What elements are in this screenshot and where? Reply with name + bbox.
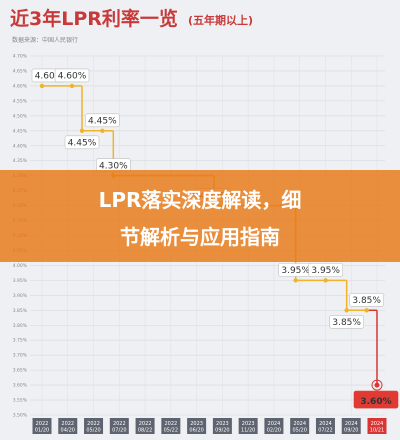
y-tick-label: 4.45% (13, 128, 28, 134)
x-label-box (135, 418, 155, 434)
y-tick-label: 4.60% (13, 83, 28, 89)
x-label-year: 2022 (36, 421, 49, 427)
y-tick-label: 3.75% (13, 338, 28, 344)
data-point (39, 83, 45, 89)
x-label-date: 07/22 (318, 428, 332, 434)
y-tick-label: 3.95% (13, 278, 28, 284)
y-tick-label: 4.35% (13, 158, 28, 164)
x-label-year: 2024 (371, 421, 384, 427)
chart-title: 近3年LPR利率一览 (10, 7, 178, 30)
x-label-box (58, 418, 78, 434)
x-label-year: 2023 (190, 421, 203, 427)
data-point (323, 278, 328, 283)
x-label-year: 2023 (216, 421, 229, 427)
data-label-box (64, 135, 100, 150)
x-label-date: 11/20 (241, 428, 255, 434)
y-tick-label: 4.65% (13, 68, 28, 74)
data-label-box (54, 68, 90, 83)
x-label-box (32, 418, 52, 434)
banner-line-1: LPR落实深度解读，细 (99, 188, 302, 212)
data-point (69, 83, 75, 89)
x-label-date: 01/20 (35, 428, 49, 434)
y-tick-label: 3.80% (13, 323, 28, 329)
x-label-year: 2024 (293, 421, 306, 427)
data-label-box (349, 292, 384, 307)
x-label-box (84, 418, 104, 434)
x-label-date: 10/21 (370, 428, 384, 434)
x-label-year: 2023 (242, 421, 255, 427)
x-label-year: 2022 (113, 421, 126, 427)
data-label-box (329, 314, 364, 329)
x-label-date: 04/20 (61, 428, 75, 434)
x-label-box (315, 418, 335, 434)
x-label-year: 2024 (345, 421, 358, 427)
data-label-box (308, 263, 343, 277)
banner-line-2: 节解析与应用指南 (120, 225, 280, 249)
data-label: 4.60% (35, 72, 64, 82)
y-tick-label: 3.90% (13, 293, 28, 299)
y-tick-label: 4.00% (13, 263, 28, 269)
x-label-box (264, 418, 284, 434)
data-point (100, 128, 105, 133)
y-tick-label: 3.50% (13, 413, 28, 419)
x-label-date: 05/22 (164, 428, 178, 434)
data-point (79, 128, 85, 133)
x-label-box (238, 418, 258, 434)
x-label-year: 2022 (139, 421, 152, 427)
x-label-date: 09/20 (344, 428, 358, 434)
x-label-date: 09/20 (215, 428, 229, 434)
x-label-year: 2024 (268, 421, 281, 427)
x-axis-labels: 202201/20202204/20202205/20202207/202022… (32, 418, 387, 434)
data-label: 3.95% (311, 266, 340, 276)
x-label-box (161, 418, 181, 434)
data-point (374, 382, 380, 388)
x-label-box (187, 418, 207, 434)
x-label-date: 06/20 (189, 428, 203, 434)
x-label-box (212, 418, 232, 434)
y-tick-label: 3.55% (13, 398, 28, 404)
data-label: 3.85% (332, 318, 361, 328)
x-label-date: 02/20 (267, 428, 281, 434)
data-label-box (353, 390, 399, 409)
data-label: 3.95% (281, 266, 310, 276)
x-label-date: 07/20 (112, 428, 126, 434)
chart-source: 数据来源：中国人民银行 (12, 36, 78, 44)
x-label-box (367, 418, 387, 434)
y-tick-label: 4.70% (13, 54, 28, 60)
x-label-date: 05/20 (86, 428, 100, 434)
y-tick-label: 4.40% (13, 143, 28, 149)
x-label-box (109, 418, 129, 434)
data-label: 4.45% (88, 116, 117, 126)
x-label-box (341, 418, 361, 434)
banner-overlay (0, 170, 400, 262)
data-point (344, 308, 349, 313)
y-tick-label: 3.85% (13, 308, 28, 314)
x-label-box (290, 418, 310, 434)
x-label-date: 08/22 (138, 428, 152, 434)
chart-title-suffix: (五年期以上) (188, 13, 253, 27)
data-point (293, 278, 298, 283)
y-tick-label: 3.65% (13, 368, 28, 374)
data-label: 3.60% (360, 397, 391, 407)
y-tick-label: 3.60% (13, 383, 28, 389)
data-label-box (85, 113, 120, 128)
y-tick-label: 3.70% (13, 353, 28, 359)
y-tick-label: 4.55% (13, 98, 28, 104)
data-label: 4.45% (68, 138, 97, 148)
x-label-year: 2022 (61, 421, 74, 427)
data-label: 3.85% (352, 296, 381, 306)
x-label-year: 2024 (319, 421, 332, 427)
x-label-year: 2022 (87, 421, 100, 427)
data-point-ring (371, 379, 383, 391)
data-point (364, 308, 369, 313)
data-label: 4.60% (58, 72, 87, 82)
x-label-date: 05/20 (292, 428, 306, 434)
y-tick-label: 4.50% (13, 113, 28, 119)
data-label: 4.30% (99, 161, 128, 171)
x-label-year: 2022 (164, 421, 177, 427)
